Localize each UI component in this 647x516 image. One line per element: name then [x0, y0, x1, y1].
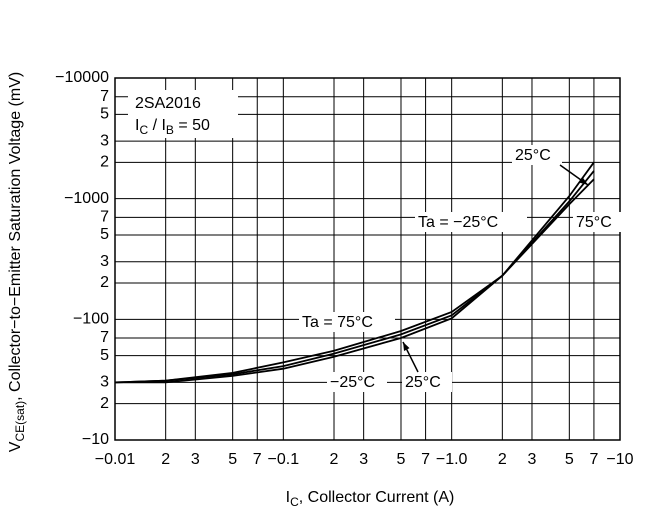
- y-tick-label: 2: [100, 395, 109, 412]
- annotation: 25°C: [515, 147, 551, 164]
- y-tick-label: 7: [100, 88, 109, 105]
- annotation: 75°C: [576, 214, 612, 231]
- y-tick-label: 3: [100, 132, 109, 149]
- condition-part: = 50: [174, 117, 210, 134]
- x-tick-label: −10: [606, 451, 633, 468]
- label-background: [573, 212, 621, 232]
- y-tick-label: 7: [100, 329, 109, 346]
- label-background: [327, 372, 387, 392]
- x-tick-label: 5: [228, 451, 237, 468]
- label-background: [128, 90, 238, 138]
- x-tick-label: 3: [528, 451, 537, 468]
- y-axis-label-part: CE(sat): [13, 401, 27, 442]
- x-axis-label-part: C: [290, 495, 299, 509]
- label-background: [299, 312, 395, 332]
- condition-part: B: [166, 123, 174, 137]
- x-tick-label: −0.1: [268, 451, 300, 468]
- x-tick-label: −1.0: [436, 451, 468, 468]
- y-tick-label: −1000: [64, 190, 109, 207]
- y-axis-label: VCE(sat), Collector−to−Emitter Saturatio…: [7, 72, 27, 452]
- y-tick-label: 3: [100, 374, 109, 391]
- y-tick-label: 2: [100, 274, 109, 291]
- annotation: Ta = −25°C: [418, 214, 498, 231]
- condition-part: C: [139, 123, 148, 137]
- arrow-head: [579, 177, 588, 185]
- annotation: −25°C: [330, 374, 375, 391]
- y-axis-label-part: V: [7, 441, 24, 452]
- annotation: Ta = 75°C: [302, 314, 373, 331]
- x-axis-label-part: , Collector Current (A): [299, 489, 455, 506]
- y-tick-label: 2: [100, 154, 109, 171]
- x-tick-label: 2: [498, 451, 507, 468]
- y-tick-label: −10000: [55, 69, 109, 86]
- label-background: [402, 372, 452, 392]
- condition-part: I: [135, 117, 139, 134]
- x-tick-label: 5: [397, 451, 406, 468]
- y-tick-label: −100: [73, 311, 109, 328]
- arrow-head: [403, 342, 410, 351]
- y-tick-label: 5: [100, 226, 109, 243]
- plot-frame: [114, 77, 621, 441]
- y-tick-label: 5: [100, 106, 109, 123]
- condition-part: / I: [148, 117, 166, 134]
- y-axis-label-part: , Collector−to−Emitter Saturation Voltag…: [7, 72, 24, 401]
- y-tick-label: 7: [100, 209, 109, 226]
- x-axis-label-part: I: [286, 489, 290, 506]
- x-tick-label: 5: [565, 451, 574, 468]
- curve: [115, 170, 595, 384]
- x-tick-label: 7: [253, 451, 262, 468]
- annotation: 25°C: [405, 374, 441, 391]
- device-name: 2SA2016: [135, 95, 201, 112]
- x-tick-label: 3: [359, 451, 368, 468]
- condition: IC / IB = 50: [135, 117, 210, 137]
- x-tick-label: 7: [589, 451, 598, 468]
- x-tick-label: 2: [161, 451, 170, 468]
- x-tick-label: −0.01: [95, 451, 136, 468]
- x-tick-label: 2: [330, 451, 339, 468]
- x-tick-label: 7: [421, 451, 430, 468]
- label-background: [512, 145, 562, 165]
- x-axis-label: IC, Collector Current (A): [286, 489, 455, 509]
- curve: [114, 161, 595, 384]
- y-tick-label: 5: [100, 347, 109, 364]
- y-tick-label: 3: [100, 253, 109, 270]
- y-tick-label: −10: [82, 431, 109, 448]
- label-background: [415, 212, 527, 232]
- x-tick-label: 3: [191, 451, 200, 468]
